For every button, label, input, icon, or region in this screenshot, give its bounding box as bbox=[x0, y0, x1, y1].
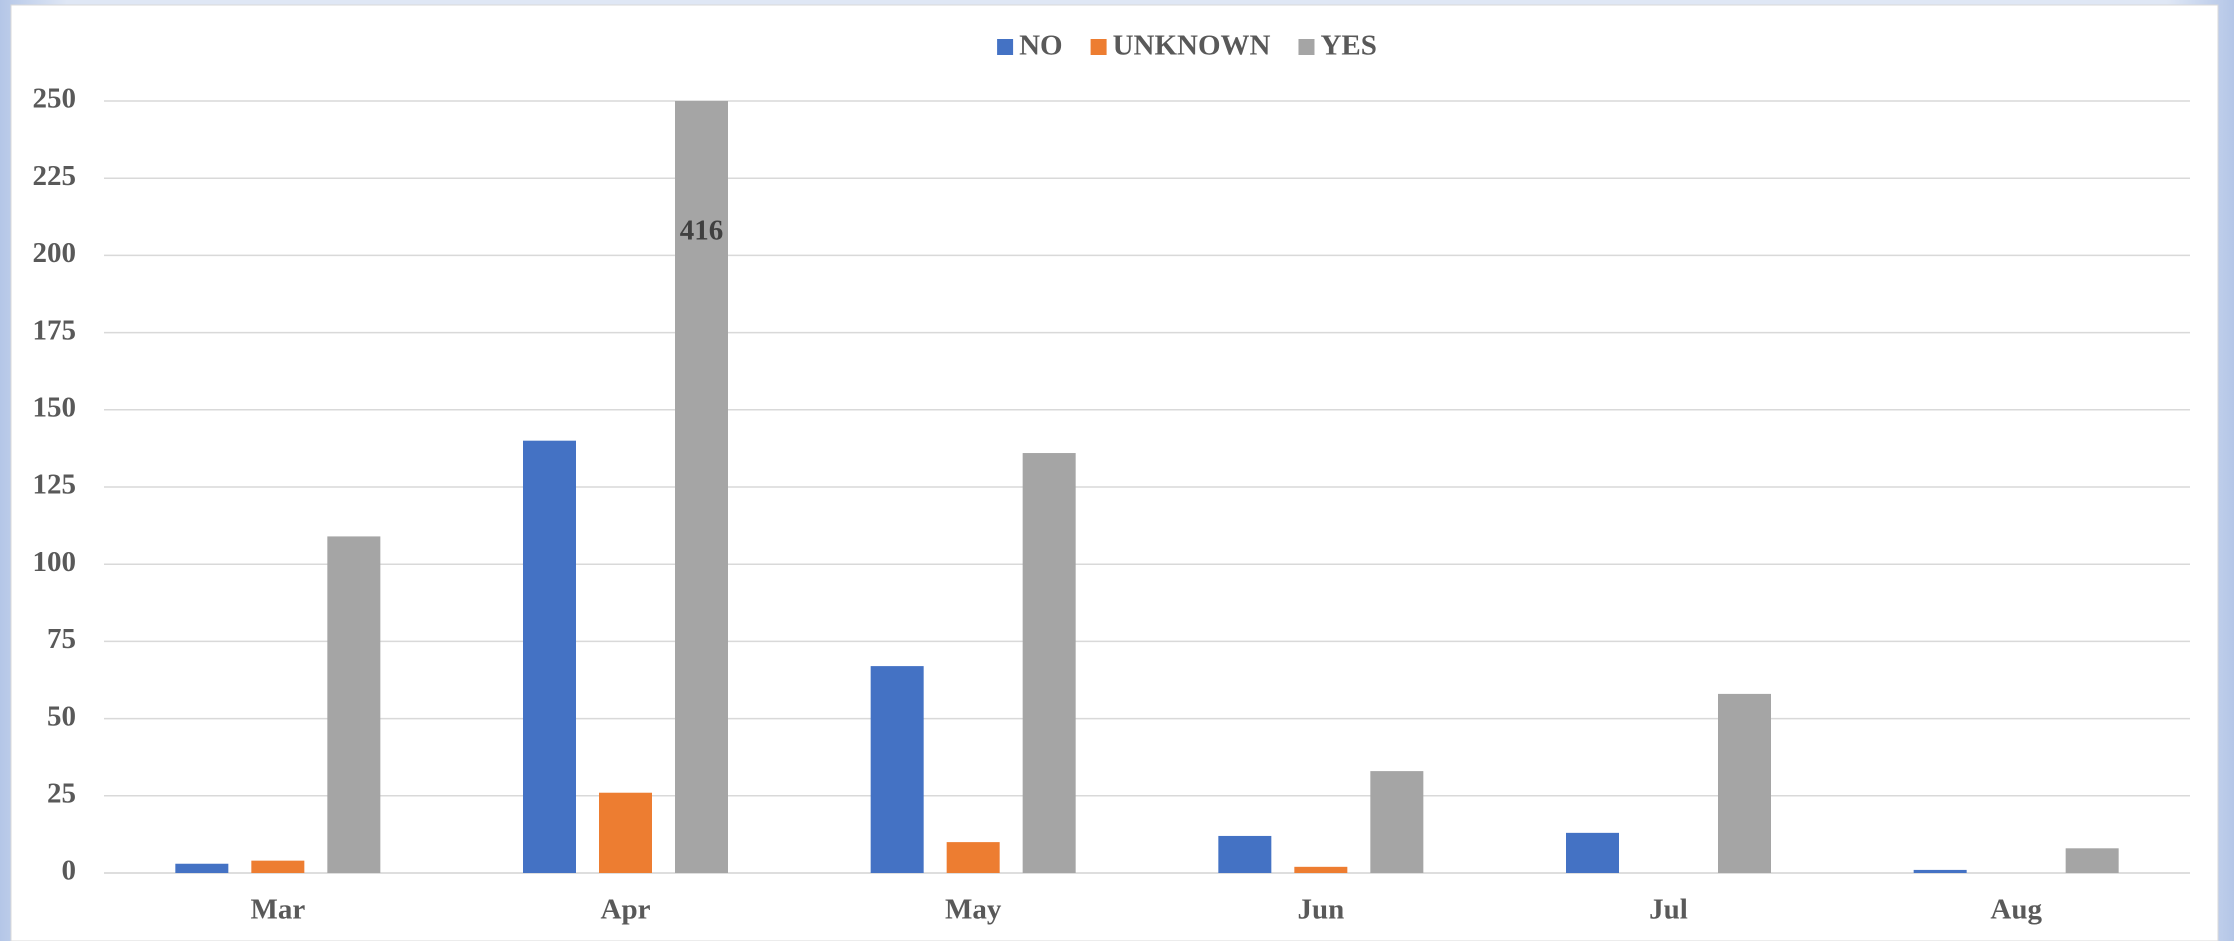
bar bbox=[1913, 869, 1967, 873]
y-tick-label: 200 bbox=[33, 237, 77, 269]
legend-label: NO bbox=[1019, 30, 1063, 62]
y-tick-label: 25 bbox=[47, 777, 76, 809]
bar bbox=[2065, 848, 2119, 873]
data-label: 416 bbox=[680, 215, 724, 247]
labels: 0 25 50 75 100 125 150 175 200 225 250 NO UNKNOWN YES… bbox=[33, 30, 2043, 926]
bar bbox=[327, 536, 381, 873]
y-tick-label: 150 bbox=[33, 391, 77, 423]
bar bbox=[251, 860, 305, 873]
bar bbox=[946, 842, 1000, 873]
legend-item: UNKNOWN bbox=[1090, 30, 1271, 62]
x-tick-label: Mar bbox=[250, 894, 305, 926]
bar bbox=[523, 440, 576, 873]
x-tick-label: May bbox=[945, 894, 1002, 926]
bar bbox=[175, 863, 229, 873]
legend-label: YES bbox=[1320, 30, 1376, 62]
bars bbox=[175, 101, 2119, 874]
bar bbox=[1370, 771, 1424, 873]
bar bbox=[1718, 693, 1771, 873]
bar bbox=[1566, 832, 1619, 873]
y-tick-label: 250 bbox=[33, 83, 77, 115]
x-tick-label: Jul bbox=[1649, 894, 1688, 926]
legend-swatch bbox=[1090, 39, 1107, 55]
x-tick-label: Jun bbox=[1297, 894, 1344, 926]
y-tick-label: 225 bbox=[33, 160, 77, 192]
legend-swatch bbox=[1298, 39, 1315, 55]
y-tick-label: 175 bbox=[33, 314, 77, 346]
legend-label: UNKNOWN bbox=[1113, 30, 1271, 62]
y-tick-label: 100 bbox=[33, 546, 77, 578]
y-tick-label: 50 bbox=[47, 700, 76, 732]
bar bbox=[1022, 453, 1076, 873]
bar bbox=[1294, 866, 1348, 873]
x-tick-label: Aug bbox=[1990, 894, 2042, 926]
bar bbox=[675, 101, 728, 874]
bar bbox=[870, 666, 924, 873]
legend-item: YES bbox=[1298, 30, 1377, 62]
bar bbox=[1218, 835, 1272, 873]
y-tick-label: 75 bbox=[47, 623, 76, 655]
y-tick-label: 0 bbox=[62, 855, 77, 887]
x-tick-label: Apr bbox=[601, 894, 651, 926]
grid bbox=[104, 100, 2190, 874]
legend-item: NO bbox=[997, 30, 1063, 62]
bar bbox=[599, 792, 652, 873]
y-tick-label: 125 bbox=[33, 469, 77, 501]
legend-swatch bbox=[997, 39, 1014, 55]
